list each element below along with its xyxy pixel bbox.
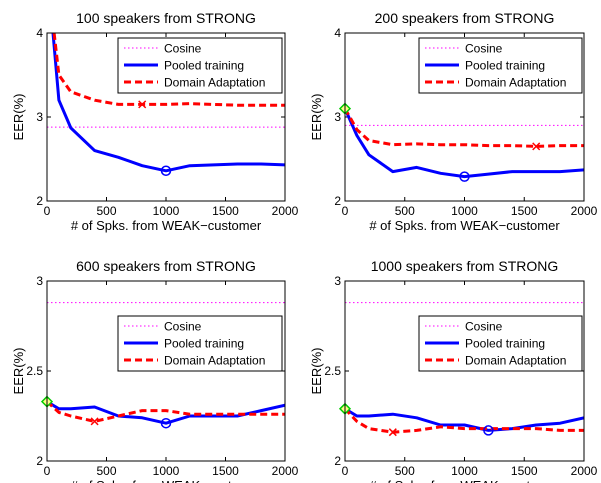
y-tick-label: 3	[334, 274, 341, 288]
min-marker-circle	[459, 171, 470, 182]
x-tick-label: 1500	[212, 204, 239, 218]
legend: Cosine Pooled training Domain Adaptation	[117, 315, 283, 372]
min-marker-x	[90, 417, 99, 426]
axes-box	[46, 32, 286, 202]
y-tick-label: 2	[36, 454, 43, 468]
x-tick-label: 2000	[571, 204, 598, 218]
axes-box	[46, 280, 286, 462]
series-line-pooled-training	[51, 33, 285, 173]
x-axis-label: # of Spks. from WEAK−customer	[369, 218, 560, 233]
y-tick-label: 2	[334, 194, 341, 208]
y-axis-label: EER(%)	[309, 348, 324, 395]
legend-label: Pooled training	[465, 337, 545, 351]
y-tick-label: 2	[36, 194, 43, 208]
series-layer	[47, 302, 285, 425]
legend-label: Domain Adaptation	[465, 76, 566, 90]
legend: Cosine Pooled training Domain Adaptation	[117, 37, 283, 94]
y-tick-label: 3	[36, 110, 43, 124]
x-tick-label: 0	[44, 464, 51, 478]
axes-box	[344, 32, 585, 202]
x-tick-label: 1000	[153, 464, 180, 478]
min-marker-circle	[483, 425, 494, 436]
x-tick-label: 0	[44, 204, 51, 218]
x-tick-label: 1000	[451, 464, 478, 478]
x-tick-label: 1500	[511, 464, 538, 478]
y-axis-label: EER(%)	[309, 94, 324, 141]
x-axis-label: # of Spks. from WEAK−customer	[71, 218, 262, 233]
legend-label: Pooled training	[164, 59, 244, 73]
legend-label: Cosine	[164, 42, 202, 56]
series-layer	[345, 302, 584, 434]
min-marker-x	[532, 142, 541, 151]
x-tick-label: 500	[395, 464, 415, 478]
series-layer	[345, 107, 584, 179]
y-tick-label: 4	[36, 26, 43, 40]
x-tick-label: 500	[395, 204, 415, 218]
y-tick-label: 2	[334, 454, 341, 468]
x-tick-label: 2000	[272, 204, 299, 218]
legend-label: Cosine	[465, 320, 503, 334]
legend-label: Pooled training	[465, 59, 545, 73]
y-tick-label: 4	[334, 26, 341, 40]
chart-title: 1000 speakers from STRONG	[371, 258, 559, 274]
series-layer	[47, 33, 285, 173]
legend-label: Cosine	[164, 320, 202, 334]
x-tick-label: 1000	[153, 204, 180, 218]
subplot-4: 1000 speakers from STRONG 0 500 1000 1500 200…	[309, 258, 598, 483]
y-tick-label: 3	[36, 274, 43, 288]
x-tick-label: 1500	[212, 464, 239, 478]
legend-label: Cosine	[465, 42, 503, 56]
x-tick-label: 2000	[272, 464, 299, 478]
min-marker-x	[138, 100, 147, 109]
subplot-1: 100 speakers from STRONG 0 500 1000 1500 2000…	[11, 10, 299, 233]
x-tick-label: 1000	[451, 204, 478, 218]
chart-title: 600 speakers from STRONG	[76, 258, 256, 274]
x-tick-label: 500	[96, 204, 116, 218]
series-line-domain-adaptation	[52, 33, 285, 107]
subplot-2: 200 speakers from STRONG 0 500 1000 1500 2000…	[309, 10, 598, 233]
y-axis-label: EER(%)	[11, 348, 26, 395]
x-axis-label: # of Spks. from WEAK−customer	[369, 478, 560, 483]
series-line-domain-adaptation	[345, 407, 584, 434]
min-marker-x	[388, 428, 397, 437]
series-line-domain-adaptation	[345, 107, 584, 148]
series-line-pooled-training	[47, 400, 285, 425]
chart-title: 100 speakers from STRONG	[76, 10, 256, 26]
subplot-3: 600 speakers from STRONG 0 500 1000 1500 2000…	[11, 258, 299, 483]
min-marker-circle	[160, 417, 172, 429]
x-tick-label: 500	[96, 464, 116, 478]
y-axis-label: EER(%)	[11, 94, 26, 141]
legend-label: Domain Adaptation	[164, 354, 265, 368]
x-tick-label: 0	[342, 464, 349, 478]
y-tick-label: 2.5	[26, 364, 43, 378]
series-line-domain-adaptation	[47, 400, 285, 423]
legend-label: Domain Adaptation	[465, 354, 566, 368]
min-marker-circle	[160, 165, 172, 177]
x-tick-label: 0	[342, 204, 349, 218]
legend-label: Pooled training	[164, 337, 244, 351]
x-tick-label: 2000	[571, 464, 598, 478]
legend: Cosine Pooled training Domain Adaptation	[418, 37, 583, 94]
series-line-pooled-training	[345, 407, 584, 432]
legend-label: Domain Adaptation	[164, 76, 265, 90]
series-line-pooled-training	[345, 107, 584, 179]
axes-box	[344, 280, 585, 462]
y-tick-label: 3	[334, 110, 341, 124]
legend: Cosine Pooled training Domain Adaptation	[418, 315, 583, 372]
y-tick-label: 2.5	[324, 364, 341, 378]
x-tick-label: 1500	[511, 204, 538, 218]
chart-title: 200 speakers from STRONG	[375, 10, 555, 26]
x-axis-label: # of Spks. from WEAK−customer	[71, 478, 262, 483]
